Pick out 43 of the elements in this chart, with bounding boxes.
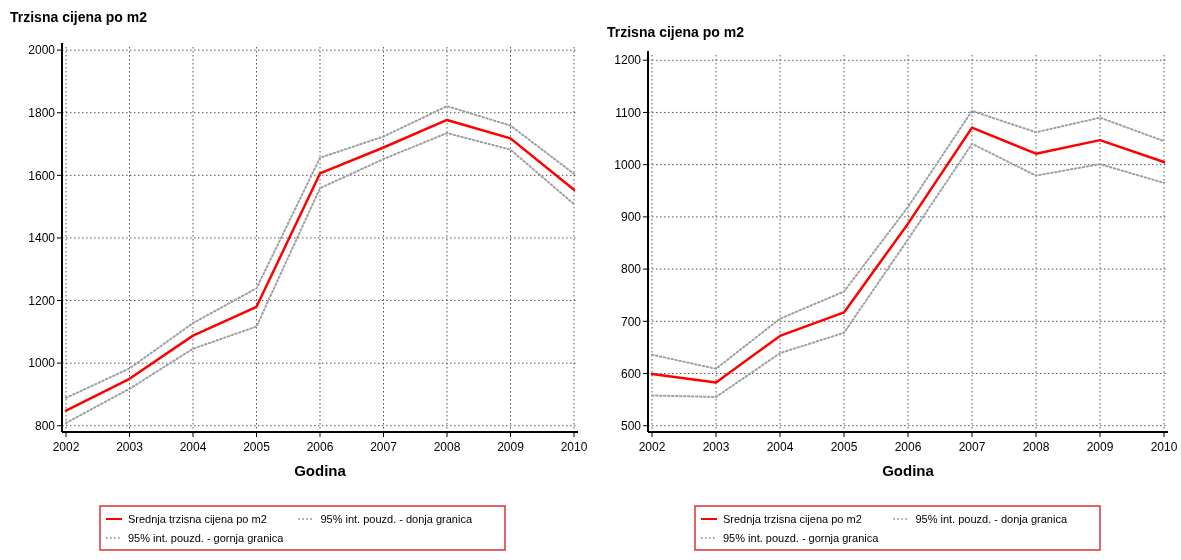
x-tick-label: 2004 — [766, 440, 794, 454]
x-tick-label: 2002 — [52, 440, 80, 454]
x-tick-label: 2005 — [830, 440, 858, 454]
y-tick-label: 1800 — [28, 105, 56, 120]
x-tick-label: 2010 — [560, 440, 588, 454]
x-tick-label: 2006 — [306, 440, 334, 454]
y-tick-label: 1200 — [614, 53, 642, 68]
y-tick-label: 1600 — [28, 168, 56, 183]
y-tick-label: 1200 — [28, 293, 56, 308]
x-tick-label: 2005 — [243, 440, 271, 454]
legend-label: 95% int. pouzd. - donja granica — [320, 512, 473, 525]
x-tick-label: 2003 — [116, 440, 144, 454]
legend-label: Srednja trzisna cijena po m2 — [723, 512, 862, 525]
y-tick-label: 700 — [620, 314, 642, 329]
x-tick-label: 2009 — [1086, 440, 1114, 454]
legend-label: 95% int. pouzd. - donja granica — [915, 512, 1068, 525]
y-tick-label: 800 — [34, 418, 56, 433]
x-tick-label: 2002 — [638, 440, 666, 454]
y-tick-label: 600 — [620, 366, 642, 381]
x-tick-label: 2007 — [370, 440, 398, 454]
x-tick-label: 2006 — [894, 440, 922, 454]
x-tick-label: 2009 — [497, 440, 525, 454]
x-tick-label: 2010 — [1150, 440, 1178, 454]
y-tick-label: 1000 — [614, 157, 642, 172]
x-tick-label: 2008 — [1022, 440, 1050, 454]
x-tick-label: 2004 — [179, 440, 207, 454]
x-tick-label: 2008 — [433, 440, 461, 454]
y-tick-label: 1000 — [28, 356, 56, 371]
legend-label: 95% int. pouzd. - gornja granica — [723, 531, 880, 544]
y-tick-label: 900 — [620, 210, 642, 225]
x-tick-label: 2007 — [958, 440, 986, 454]
legend-label: 95% int. pouzd. - gornja granica — [128, 531, 285, 544]
x-tick-label: 2003 — [702, 440, 730, 454]
y-tick-label: 1100 — [615, 105, 642, 120]
x-axis-title: Godina — [882, 462, 935, 479]
y-tick-label: 800 — [620, 262, 642, 277]
y-tick-label: 500 — [620, 418, 642, 433]
y-tick-label: 2000 — [28, 43, 56, 58]
x-axis-title: Godina — [294, 462, 347, 479]
legend-label: Srednja trzisna cijena po m2 — [128, 512, 267, 525]
chart-title: Trzisna cijena po m2 — [607, 24, 745, 40]
chart-title: Trzisna cijena po m2 — [10, 9, 148, 25]
y-tick-label: 1400 — [28, 231, 56, 246]
